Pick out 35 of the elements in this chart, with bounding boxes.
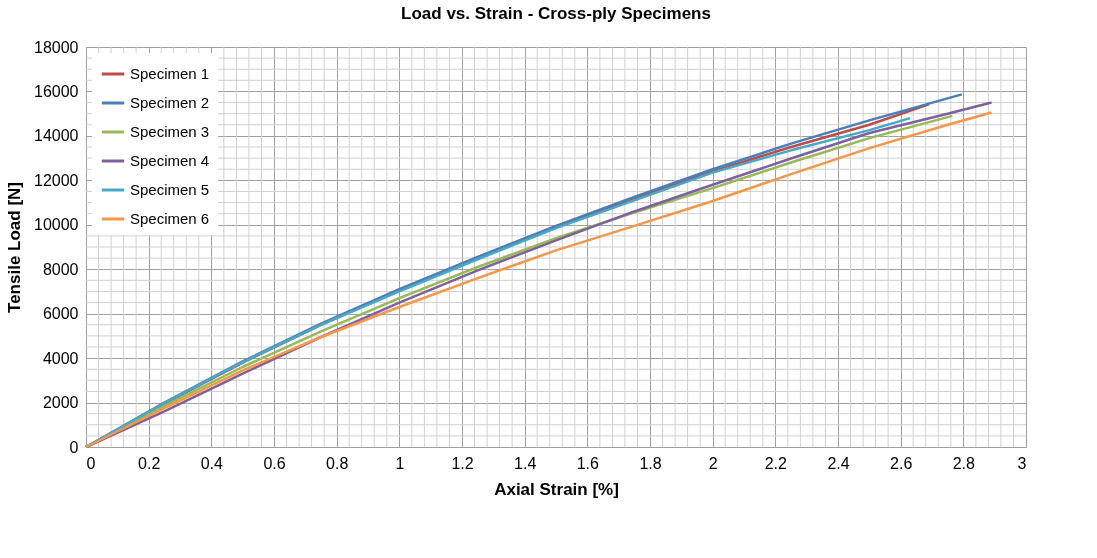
x-tick-label: 2.4 — [827, 454, 850, 472]
legend-label: Specimen 5 — [130, 181, 210, 198]
x-axis-title: Axial Strain [%] — [494, 479, 619, 499]
x-tick-label: 2.6 — [890, 454, 913, 472]
y-axis-title: Tensile Load [N] — [5, 182, 25, 313]
y-tick-label: 12000 — [34, 171, 79, 189]
y-tick-label: 8000 — [42, 260, 79, 278]
y-tick-label: 18000 — [34, 38, 79, 56]
legend-label: Specimen 1 — [130, 65, 210, 82]
x-tick-label: 0 — [86, 454, 96, 472]
y-tick-label: 14000 — [34, 127, 79, 145]
x-tick-label: 0.6 — [263, 454, 286, 472]
legend-label: Specimen 4 — [130, 152, 210, 169]
x-tick-label: 2.2 — [764, 454, 788, 472]
y-tick-label: 2000 — [42, 394, 79, 412]
y-tick-label: 0 — [69, 438, 79, 456]
x-tick-label: 1.6 — [576, 454, 600, 472]
legend-label: Specimen 6 — [130, 210, 210, 227]
y-tick-label: 16000 — [34, 82, 79, 100]
x-tick-label: 2.8 — [952, 454, 976, 472]
x-tick-label: 0.8 — [326, 454, 349, 472]
chart-title: Load vs. Strain - Cross-ply Specimens — [401, 4, 711, 23]
x-tick-label: 1 — [395, 454, 405, 472]
x-tick-label: 1.2 — [451, 454, 474, 472]
y-tick-label: 4000 — [42, 349, 79, 367]
x-tick-label: 1.8 — [639, 454, 662, 472]
legend-label: Specimen 2 — [130, 94, 210, 111]
x-tick-label: 3 — [1017, 454, 1027, 472]
x-tick-label: 2 — [708, 454, 718, 472]
x-tick-label: 1.4 — [514, 454, 537, 472]
x-tick-label: 0.4 — [200, 454, 224, 472]
legend-label: Specimen 3 — [130, 123, 210, 140]
x-tick-label: 0.2 — [138, 454, 161, 472]
y-tick-label: 6000 — [42, 305, 79, 323]
y-tick-label: 10000 — [34, 216, 79, 234]
